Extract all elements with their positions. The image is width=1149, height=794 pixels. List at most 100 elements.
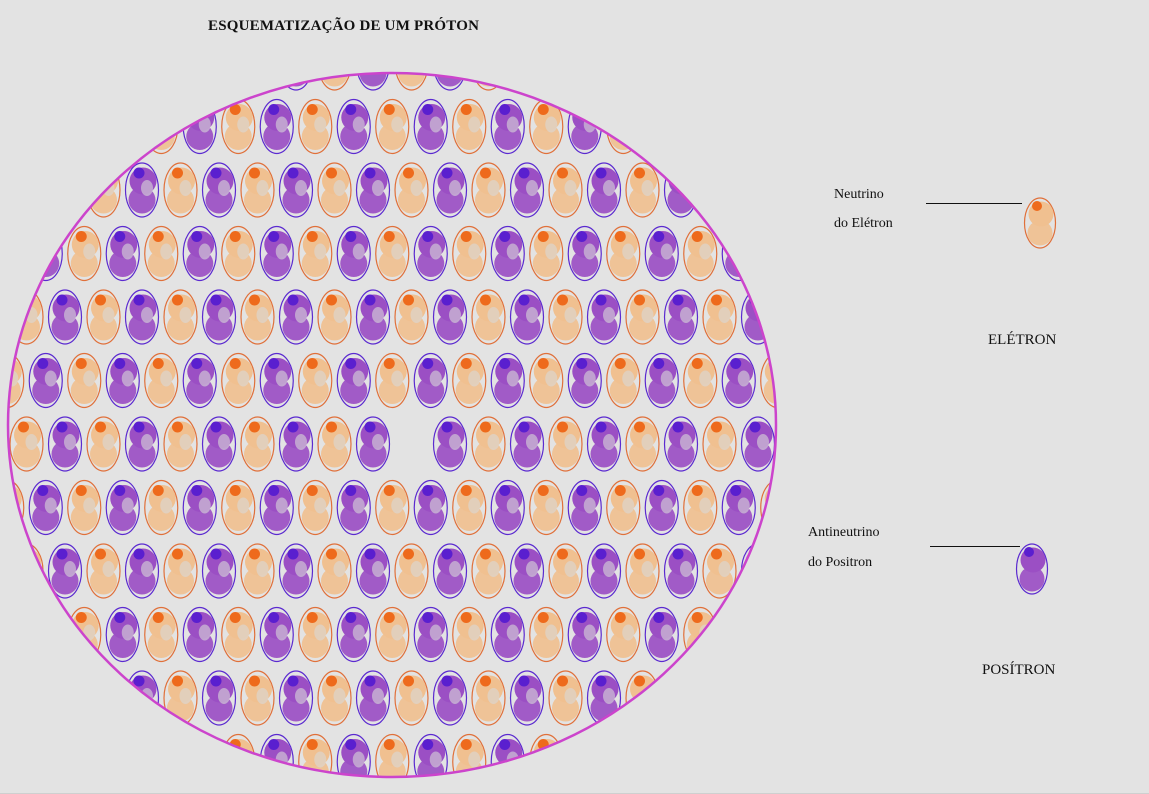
eletron-particle [452,733,487,777]
positron-particle [278,670,314,726]
eletron-particle [702,543,737,599]
positron-particle [278,289,314,345]
eletron-particle [144,98,179,155]
positron-particle [663,416,699,472]
positron-particle [182,225,217,282]
eletron-particle [375,479,410,536]
eletron-particle [548,543,583,599]
eletron-particle [317,162,352,218]
eletron-particle [625,543,660,599]
positron-particle [413,98,448,155]
positron-particle [105,479,140,536]
positron-particle [432,670,468,726]
eletron-particle [86,162,121,218]
eletron-particle [375,606,410,663]
positron-particle [721,479,756,536]
eletron-particle [471,162,506,218]
positron-particle [721,352,756,409]
eletron-particle [375,98,410,155]
positron-particle [336,606,371,663]
neutrino-label-line2: do Elétron [834,216,893,231]
antineutrino-label-line2: do Positron [808,555,873,570]
positron-particle [47,416,83,472]
eletron-particle [8,479,25,536]
eletron-particle [625,416,660,472]
positron-particle [644,606,679,663]
eletron-particle [221,225,256,282]
eletron-particle [67,479,102,536]
positron-particle [644,225,679,282]
eletron-label: ELÉTRON [988,332,1057,348]
antineutrino-leader-line [930,546,1020,547]
positron-particle [0,417,5,471]
eletron-particle [625,162,660,218]
positron-particle [490,98,525,155]
positron-particle [509,543,545,599]
eletron-particle [86,416,121,472]
eletron-particle [86,543,121,599]
eletron-particle [317,289,352,345]
eletron-particle [452,352,487,409]
positron-particle [509,289,545,345]
eletron-particle [702,289,737,345]
positron-particle [663,670,699,726]
positron-particle [124,416,160,472]
eletron-particle [452,606,487,663]
positron-particle [124,670,160,726]
eletron-particle [144,352,179,409]
positron-particle [432,543,468,599]
eletron-particle [9,416,44,472]
eletron-particle [529,479,564,536]
eletron-particle [606,225,641,282]
eletron-particle [144,606,179,663]
positron-particle [201,162,237,218]
positron-particle [47,162,83,218]
positron-particle [413,225,448,282]
positron-particle [259,225,294,282]
positron-particle [644,479,679,536]
eletron-particle [317,73,352,91]
positron-particle [490,225,525,282]
eletron-particle [86,670,121,726]
positron-particle [567,733,602,777]
positron-particle [259,352,294,409]
eletron-particle [471,543,506,599]
positron-particle [28,479,63,536]
positron-particle [47,543,83,599]
eletron-particle [163,670,198,726]
proton-particles [0,73,776,777]
positron-particle [413,733,448,777]
positron-particle [105,606,140,663]
eletron-particle [452,98,487,155]
positron-particle [432,416,468,472]
positron-particle [432,289,468,345]
eletron-particle [548,416,583,472]
positron-particle [490,352,525,409]
positron-particle [201,543,237,599]
positron-particle [355,543,391,599]
positron-particle [336,225,371,282]
positron-particle [567,479,602,536]
eletron-particle [298,606,333,663]
eletron-particle [394,543,429,599]
positron-particle [586,543,622,599]
eletron-particle [144,225,179,282]
eletron-particle [394,73,429,91]
eletron-particle [529,98,564,155]
positron-particle [663,543,699,599]
positron-sample [1015,543,1049,595]
positron-particle [124,289,160,345]
positron-particle [201,416,237,472]
positron-particle [413,352,448,409]
positron-particle [355,289,391,345]
eletron-particle [606,352,641,409]
eletron-particle [529,606,564,663]
positron-particle [47,289,83,345]
eletron-particle [9,543,44,599]
positron-particle [663,289,699,345]
eletron-particle [760,352,776,409]
positron-particle [259,98,294,155]
positron-particle [336,733,371,777]
positron-particle [721,606,756,663]
